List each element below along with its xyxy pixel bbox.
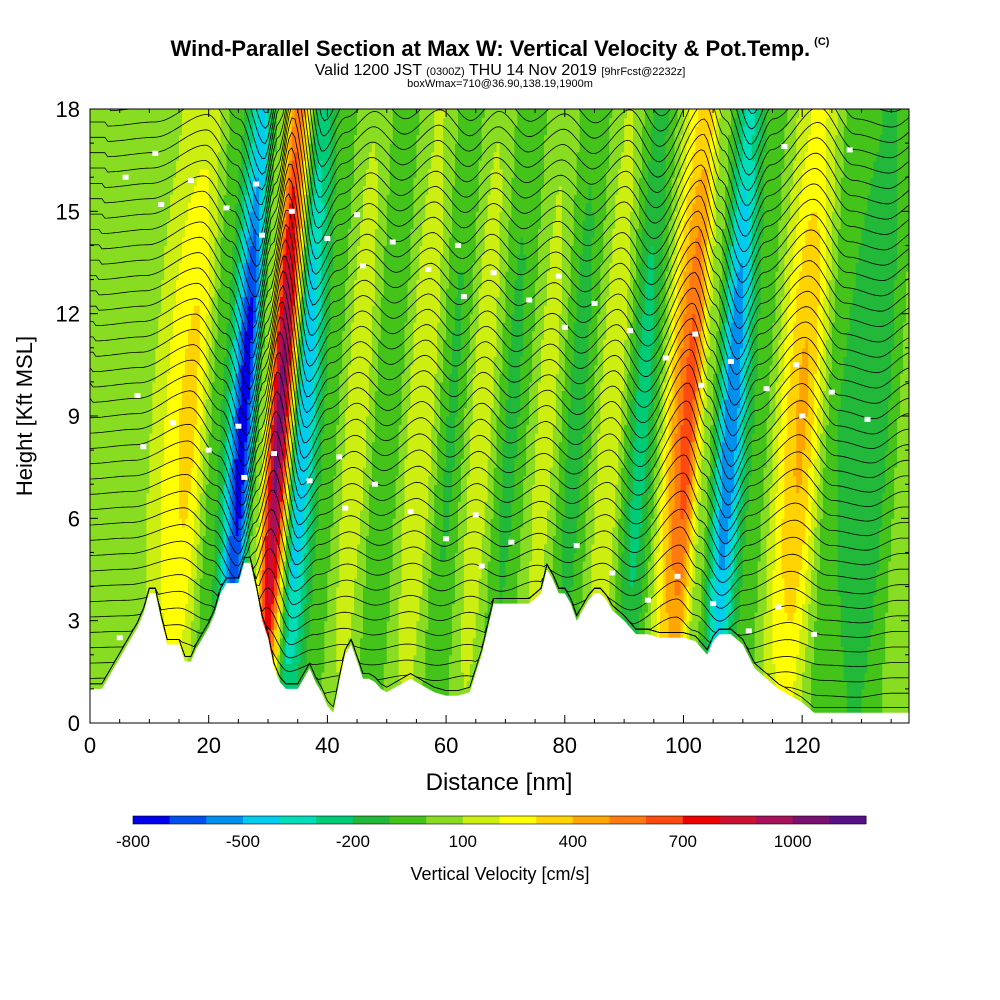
cross-section-chart: 0 20 40 60 80 100 120 0369121518 Distance [nm]… [0,0,1000,1000]
